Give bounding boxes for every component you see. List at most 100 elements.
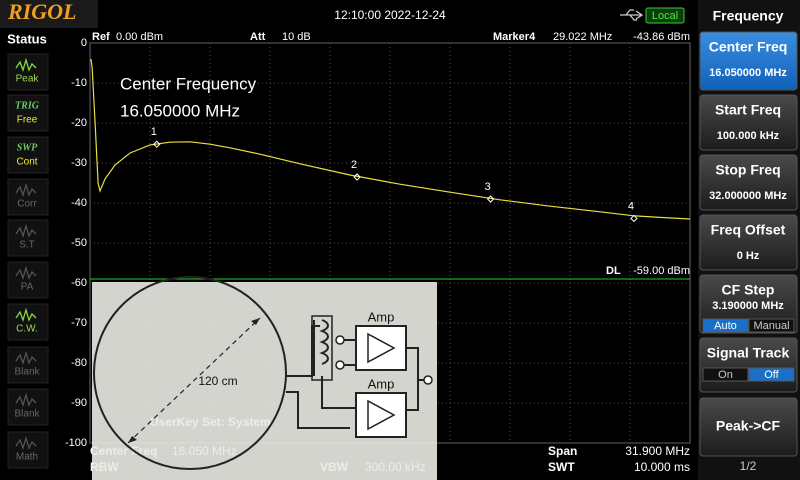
mode-box [645, 7, 685, 24]
softkey[interactable] [699, 31, 798, 91]
terminal [335, 335, 345, 345]
status-tag: SWP [17, 142, 38, 153]
marker-number: 2 [351, 159, 357, 171]
status-label: Free [17, 115, 38, 126]
amp-box [355, 325, 407, 371]
swt-label: SWT [548, 460, 575, 474]
softkey[interactable] [699, 154, 798, 211]
status-label: S.T [19, 240, 35, 251]
softkey[interactable] [699, 94, 798, 151]
softkey-value: 16.050000 MHz [709, 67, 787, 79]
annotation: Center Frequency [120, 74, 257, 93]
logo: RIGOL [7, 0, 76, 24]
marker-number: 1 [151, 126, 157, 138]
diameter-label: 120 cm [198, 374, 237, 388]
status-title: Status [7, 31, 47, 46]
status-tag: TRIG [15, 100, 40, 111]
amp-triangle [367, 399, 396, 431]
y-tick-label: -60 [71, 277, 87, 289]
amp-label: Amp [368, 376, 395, 391]
status-item [7, 219, 49, 257]
option-label: Off [764, 369, 779, 381]
diameter-line [127, 317, 261, 444]
status-icon [15, 265, 37, 281]
ref-label: Ref [92, 31, 110, 43]
att-value: 10 dB [282, 31, 311, 43]
logo-box [0, 0, 98, 28]
y-tick-label: 0 [81, 37, 87, 49]
marker-number: 3 [485, 181, 491, 193]
status-label: Peak [16, 74, 40, 85]
status-icon [15, 392, 37, 408]
marker-label: Marker4 [493, 31, 536, 43]
coil [319, 319, 329, 365]
datetime: 12:10:00 2022-12-24 [334, 8, 446, 22]
y-tick-label: -20 [71, 117, 87, 129]
status-icon [15, 182, 37, 198]
menu-title: Frequency [713, 8, 784, 24]
marker [153, 140, 161, 148]
status-item [7, 431, 49, 469]
status-item [7, 261, 49, 299]
status-icon [15, 57, 37, 73]
status-icon [15, 223, 37, 239]
status-label: Corr [17, 199, 37, 210]
amp-label: Amp [368, 309, 395, 324]
status-label: C.W. [16, 324, 38, 335]
trace [90, 58, 691, 220]
status-icon [15, 350, 37, 366]
dl-label: DL [606, 265, 621, 277]
softkey-label: Freq Offset [711, 222, 786, 238]
status-label: Blank [14, 409, 40, 420]
y-tick-label: -30 [71, 157, 87, 169]
marker [486, 195, 495, 203]
option-label: Auto [714, 320, 737, 332]
status-label: Blank [14, 367, 40, 378]
loop [93, 276, 287, 470]
terminal [335, 360, 345, 370]
option-label: On [718, 369, 733, 381]
softkey[interactable] [699, 214, 798, 271]
wire [406, 347, 424, 411]
amp-triangle [367, 332, 396, 364]
option[interactable] [748, 318, 795, 333]
softkey-value: 0 Hz [737, 250, 760, 262]
status-item [7, 136, 49, 174]
status-label: Cont [16, 157, 37, 168]
marker-number: 4 [628, 200, 634, 212]
softkey-label: Stop Freq [715, 162, 780, 178]
y-tick-label: -80 [71, 357, 87, 369]
status-icon [15, 435, 37, 451]
usb-icon [620, 9, 644, 21]
mode: Local [652, 10, 678, 22]
status-item [7, 346, 49, 384]
softkey-value: 100.000 kHz [717, 130, 780, 142]
att-label: Att [250, 31, 266, 43]
ref-value: 0.00 dBm [116, 31, 163, 43]
softkey-label: Center Freq [709, 39, 788, 55]
option[interactable] [702, 367, 749, 382]
annotation: 16.050000 MHz [120, 101, 240, 120]
status-label: PA [21, 282, 34, 293]
status-item [7, 303, 49, 341]
softkey-label: Start Freq [715, 102, 781, 118]
span-value: 31.900 MHz [625, 444, 690, 458]
option[interactable] [748, 367, 795, 382]
status-item [7, 94, 49, 132]
marker [353, 173, 361, 181]
status-item [7, 388, 49, 426]
status-item [7, 178, 49, 216]
status-label: Math [16, 452, 38, 463]
status-item [7, 53, 49, 91]
marker [630, 214, 638, 223]
menu-page: 1/2 [740, 459, 757, 473]
softkey-value: 3.190000 MHz [712, 300, 784, 312]
softkey[interactable] [699, 397, 798, 457]
option[interactable] [702, 318, 749, 333]
wire [321, 339, 356, 409]
marker-freq: 29.022 MHz [553, 31, 612, 43]
softkey-label: Peak->CF [716, 418, 781, 434]
span-label: Span [548, 444, 577, 458]
